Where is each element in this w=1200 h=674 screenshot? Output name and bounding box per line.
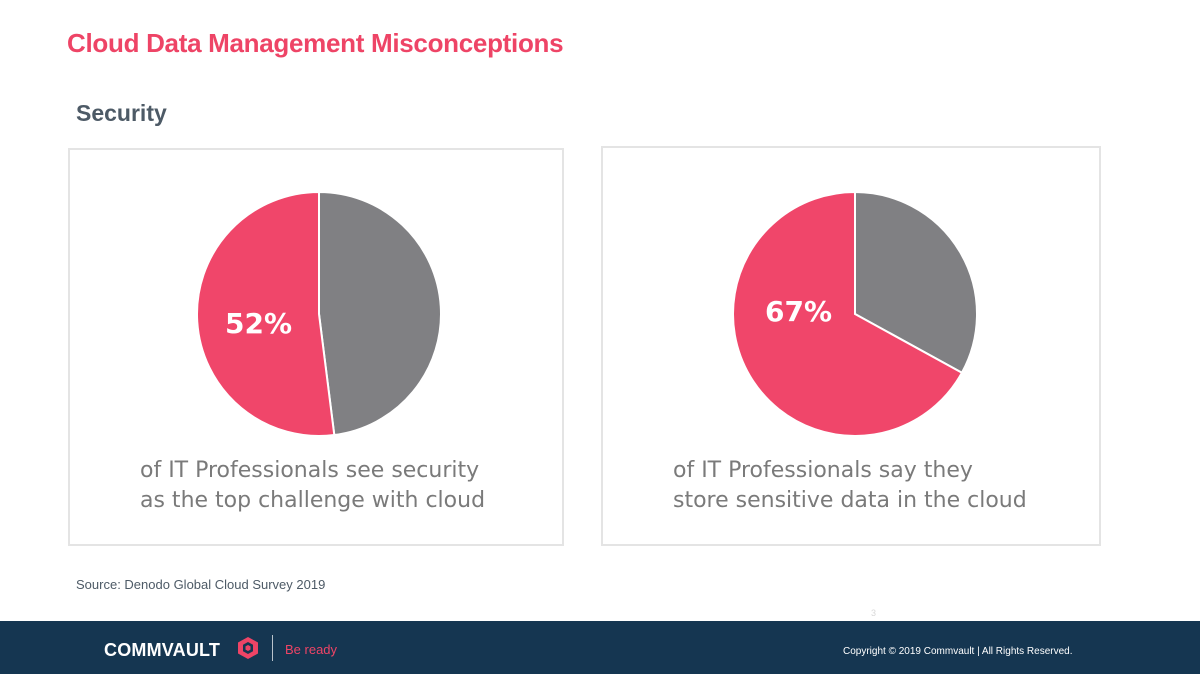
caption-line-1: of IT Professionals see security (140, 458, 480, 483)
page-number: 3 (871, 608, 877, 618)
footer-divider (272, 635, 273, 661)
brand-logo-text: COMMVAULT (104, 640, 221, 660)
caption-line-1: of IT Professionals say they (673, 458, 973, 483)
caption-line-2: store sensitive data in the cloud (673, 488, 1027, 513)
pie-caption-sensitive-data: of IT Professionals say they store sensi… (673, 456, 1027, 516)
pie-card-security: 52% of IT Professionals see security as … (68, 148, 564, 546)
copyright-notice: Copyright © 2019 Commvault | All Rights … (843, 646, 1073, 657)
commvault-cube-icon (238, 637, 258, 659)
pie-data-label: 52% (225, 307, 292, 340)
pie-chart-security: 52% (196, 190, 442, 437)
pie-slice-remainder (318, 190, 442, 437)
footer-bar: COMMVAULT Be ready Copyright © 2019 Comm… (0, 621, 1200, 674)
section-subtitle: Security (76, 100, 167, 126)
pie-chart-sensitive-data: 67% (732, 190, 978, 437)
brand-tagline: Be ready (285, 642, 338, 657)
pie-slice-remainder (854, 190, 978, 375)
pie-data-label: 67% (765, 295, 832, 328)
pie-caption-security: of IT Professionals see security as the … (140, 456, 485, 516)
pie-card-sensitive-data: 67% of IT Professionals say they store s… (601, 146, 1101, 546)
source-note: Source: Denodo Global Cloud Survey 2019 (76, 577, 326, 592)
page-title: Cloud Data Management Misconceptions (67, 28, 564, 58)
caption-line-2: as the top challenge with cloud (140, 488, 486, 513)
pie-slice-highlight (196, 190, 336, 437)
pie-slice-highlight (732, 190, 964, 437)
